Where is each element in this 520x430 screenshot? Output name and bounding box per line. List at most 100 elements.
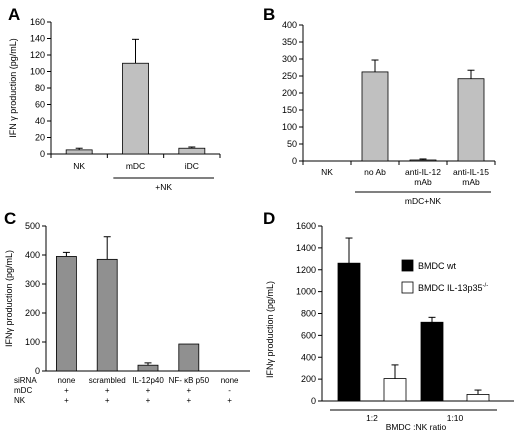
b-y-tick-label: 350 (282, 37, 297, 47)
c-bar (137, 364, 159, 372)
d-bar-il13p35 (383, 378, 407, 402)
b-y-tick-label: 250 (282, 71, 297, 81)
d-x-tick-label: 1:10 (447, 413, 464, 423)
a-bar-mdc (122, 62, 149, 155)
c-sirna-label: NF- κB p50 (169, 376, 210, 385)
d-y-tick-label: 1000 (296, 287, 316, 297)
d-bar-wt (420, 321, 444, 402)
panel-b: B 0 50 100 150 200 250 300 350 400 NK no Ab anti-IL-… (263, 5, 496, 206)
panel-letter-b: B (263, 5, 275, 24)
c-y-tick-label: 300 (25, 279, 40, 289)
d-bar-wt (337, 262, 361, 402)
a-y-tick-label: 100 (30, 67, 45, 77)
d-legend-label-sup: -/- (483, 283, 489, 289)
d-y-tick-label: 1400 (296, 243, 316, 253)
c-bar (178, 343, 200, 372)
panel-letter-c: C (4, 209, 16, 228)
d-legend-swatch (401, 281, 414, 294)
d-legend-label: BMDC IL-13p35-/- (418, 283, 488, 293)
d-y-tick-label: 400 (301, 352, 316, 362)
c-nk-sign: + (105, 396, 110, 405)
b-y-tick-label: 300 (282, 54, 297, 64)
b-group-label: mDC+NK (405, 196, 441, 206)
b-bar (457, 78, 485, 162)
d-legend-label: BMDC wt (418, 261, 456, 271)
c-y-tick-label: 400 (25, 250, 40, 260)
b-x-tick-label-line: mAb (414, 177, 432, 187)
b-x-tick-label: anti-IL-12 mAb (405, 167, 441, 187)
b-x-tick-label-line: anti-IL-15 (453, 167, 489, 177)
b-x-tick-label-line: mAb (462, 177, 480, 187)
d-bar-il13p35 (466, 394, 490, 402)
a-y-axis-label: IFN γ production (pg/mL) (8, 38, 18, 138)
b-y-tick-label: 150 (282, 105, 297, 115)
d-y-tick-label: 0 (311, 396, 316, 406)
a-y-tick-label: 80 (35, 83, 45, 93)
c-y-tick-label: 100 (25, 337, 40, 347)
b-x-tick-label: anti-IL-15 mAb (453, 167, 489, 187)
d-y-tick-label: 1600 (296, 221, 316, 231)
d-x-tick-label: 1:2 (366, 413, 378, 423)
c-mdc-sign: + (105, 386, 110, 395)
d-y-tick-label: 600 (301, 330, 316, 340)
a-y-tick-label: 140 (30, 34, 45, 44)
c-nk-sign: + (64, 396, 69, 405)
b-y-tick-label: 400 (282, 20, 297, 30)
c-mdc-sign: + (146, 386, 151, 395)
panel-d: D IFNγ production (pg/mL) 0 200 400 600 800 100… (263, 209, 514, 430)
b-x-tick-label-line: anti-IL-12 (405, 167, 441, 177)
d-x-axis-label: BMDC :NK ratio (386, 422, 447, 430)
panel-c: C IFNγ production (pg/mL) 0 100 200 300 400 500… (4, 209, 250, 405)
a-y-tick-label: 40 (35, 116, 45, 126)
c-y-axis-label: IFNγ production (pg/mL) (4, 250, 14, 347)
c-row-label: mDC (14, 386, 32, 395)
d-y-tick-label: 200 (301, 374, 316, 384)
a-bar-idc (178, 147, 206, 155)
a-y-tick-label: 0 (40, 149, 45, 159)
c-nk-sign: + (146, 396, 151, 405)
d-y-axis-label: IFNγ production (pg/mL) (265, 281, 275, 378)
c-row-label: siRNA (14, 376, 37, 385)
b-y-tick-label: 50 (287, 139, 297, 149)
b-bar (361, 71, 389, 162)
panel-a: A IFN γ production (pg/mL) 0 20 40 60 80 100 120… (8, 5, 221, 192)
b-x-tick-label-line: NK (321, 167, 333, 177)
panel-letter-a: A (8, 5, 20, 24)
d-y-tick-label: 800 (301, 309, 316, 319)
c-sirna-label: none (221, 376, 239, 385)
c-sirna-label: scrambled (89, 376, 126, 385)
c-mdc-sign: - (228, 386, 231, 395)
a-x-tick-label: iDC (185, 161, 199, 171)
a-y-tick-label: 120 (30, 50, 45, 60)
b-bar (409, 159, 437, 162)
c-mdc-sign: + (186, 386, 191, 395)
panel-letter-d: D (263, 209, 275, 228)
c-mdc-sign: + (64, 386, 69, 395)
d-legend-swatch (401, 259, 414, 272)
a-x-tick-label: NK (73, 161, 85, 171)
c-nk-sign: + (186, 396, 191, 405)
b-x-tick-label: NK (321, 167, 333, 177)
b-y-tick-label: 0 (292, 156, 297, 166)
c-y-tick-label: 200 (25, 308, 40, 318)
a-y-tick-label: 20 (35, 133, 45, 143)
b-x-tick-label: no Ab (364, 167, 386, 177)
a-bar-nk (65, 149, 93, 155)
b-x-tick-label-line: no Ab (364, 167, 386, 177)
a-y-tick-label: 60 (35, 100, 45, 110)
c-y-tick-label: 0 (35, 366, 40, 376)
c-row-label: NK (14, 396, 26, 405)
b-y-tick-label: 200 (282, 88, 297, 98)
d-y-tick-label: 1200 (296, 265, 316, 275)
b-y-tick-label: 100 (282, 122, 297, 132)
c-sirna-label: none (58, 376, 76, 385)
c-bar (56, 256, 77, 372)
c-nk-sign: + (227, 396, 232, 405)
a-x-tick-label: mDC (126, 161, 145, 171)
a-group-label: +NK (155, 182, 172, 192)
c-sirna-label: IL-12p40 (132, 376, 164, 385)
c-bar (96, 258, 118, 372)
c-y-tick-label: 500 (25, 221, 40, 231)
a-y-tick-label: 160 (30, 17, 45, 27)
